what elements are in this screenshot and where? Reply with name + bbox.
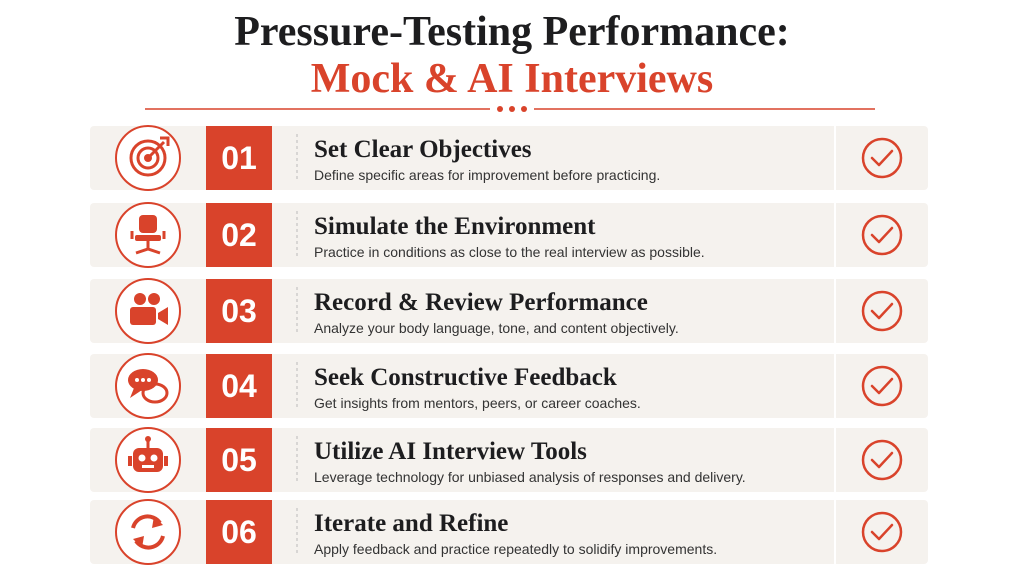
icon-part [128,456,132,466]
row-background [90,279,928,343]
title-line-2: Mock & AI Interviews [311,56,713,102]
check-ring [861,365,903,407]
icon-part [136,146,160,170]
step-row: 02 Simulate the Environment Practice in co… [90,202,928,268]
icon-part [133,536,144,548]
icon-part [138,454,146,462]
step-number: 06 [221,514,257,550]
icon-part [145,436,151,442]
row-background [90,354,928,418]
row-background [90,500,928,564]
step-number: 02 [221,217,257,253]
icon-part [150,454,158,462]
row-background [90,428,928,492]
icon-part [146,140,166,160]
check-ring [861,511,903,553]
step-row: 06 Iterate and Refine Apply feedback and p… [90,499,928,565]
step-number: 03 [221,293,257,329]
icon-part [135,247,161,255]
icon-part [130,388,142,398]
number-block [206,354,272,418]
icon-part [134,293,146,305]
icon-part [147,378,151,382]
step-row: 01 Set Clear Objectives Define specific ar… [90,125,928,191]
step-title: Seek Constructive Feedback [314,364,617,391]
icon-ring [115,499,181,565]
icon-part [164,456,168,466]
step-title: Simulate the Environment [314,213,596,240]
step-title: Set Clear Objectives [314,136,532,163]
step-title: Iterate and Refine [314,510,508,537]
icon-part [139,215,157,233]
icon-part [142,465,154,468]
step-icon [129,136,170,177]
check-mark [870,523,894,541]
icon-part [129,139,167,177]
check-mark [870,149,894,167]
divider-dot [497,106,503,112]
step-description: Analyze your body language, tone, and co… [314,320,679,336]
number-block [206,500,272,564]
step-row: 03 Record & Review Performance Analyze you… [90,278,928,344]
icon-part [160,136,170,146]
step-number: 01 [221,140,257,176]
check-mark [870,377,894,395]
step-description: Define specific areas for improvement be… [314,167,660,183]
step-description: Leverage technology for unbiased analysi… [314,469,746,485]
check-mark [870,226,894,244]
step-description: Apply feedback and practice repeatedly t… [314,541,717,557]
icon-part [148,293,160,305]
divider-dot [509,106,515,112]
step-number: 05 [221,442,257,478]
step-icon [130,215,166,255]
step-description: Get insights from mentors, peers, or car… [314,395,641,411]
step-title: Utilize AI Interview Tools [314,438,587,465]
check-ring [861,290,903,332]
step-title: Record & Review Performance [314,289,648,316]
check-mark [870,302,894,320]
step-row: 05 Utilize AI Interview Tools Leverage tec… [90,427,928,493]
check-ring [861,214,903,256]
step-number: 04 [221,368,257,404]
icon-part [141,382,169,404]
number-block [206,126,272,190]
check-ring [861,439,903,481]
number-block [206,203,272,267]
title-line-1: Pressure-Testing Performance: [234,9,790,55]
step-icon [128,369,169,404]
icon-part [152,516,163,528]
icon-part [130,307,156,325]
step-row: 04 Seek Constructive Feedback Get insights… [90,353,928,419]
step-description: Practice in conditions as close to the r… [314,244,705,260]
number-block [206,428,272,492]
check-mark [870,451,894,469]
step-icon [131,514,165,550]
icon-part [135,235,161,241]
icon-part [133,448,163,472]
divider-dot [521,106,527,112]
step-icon [130,293,168,325]
icon-part [141,378,145,382]
number-block [206,279,272,343]
row-background [90,126,928,190]
icon-part [135,378,139,382]
steps: 01 Set Clear Objectives Define specific ar… [90,125,928,565]
check-ring [861,137,903,179]
icon-part [158,307,168,325]
row-background [90,203,928,267]
step-icon [128,436,168,472]
